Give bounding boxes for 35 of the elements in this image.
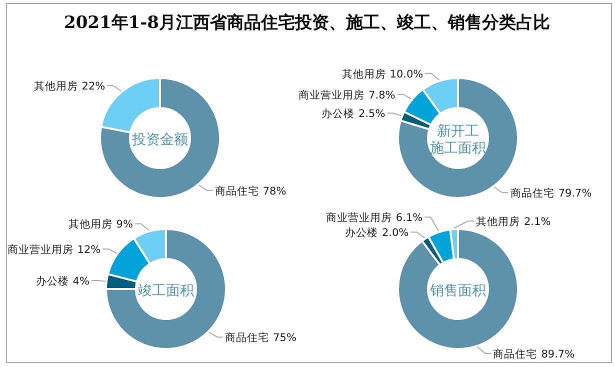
slice-label: 商品住宅 [225, 331, 270, 344]
data-label: 2.1% [524, 216, 551, 228]
slice-label: 商品住宅 [493, 348, 538, 361]
slice-label: 商业营业用房 [7, 243, 74, 256]
data-label: 10.0% [390, 68, 424, 80]
slice-label: 其他用房 [34, 80, 78, 93]
data-label: 4% [72, 275, 90, 288]
text: 新开工施工面积 [430, 124, 486, 156]
data-label: 2.5% [358, 108, 386, 120]
donut-slice [397, 77, 519, 199]
data-label: 6.1% [396, 212, 423, 224]
slice-label: 办公楼 [322, 107, 355, 120]
text: 销售面积 [429, 283, 486, 299]
text: 投资金额 [131, 132, 188, 148]
text: 竣工面积 [138, 283, 194, 299]
data-label: 78% [262, 185, 286, 198]
slice-label: 商品住宅 [510, 186, 554, 200]
donut-slice [105, 228, 227, 350]
data-label: 9% [116, 218, 133, 231]
slice-label: 办公楼 [344, 226, 378, 240]
data-label: 75% [273, 332, 296, 344]
data-label: 12% [77, 244, 101, 256]
slice-label: 其他用房 [68, 218, 112, 231]
slice-label: 办公楼 [36, 274, 69, 288]
data-label: 2.0% [382, 227, 409, 240]
slice-label: 商业营业用房 [298, 88, 365, 102]
data-label: 22% [82, 80, 106, 93]
slice-label: 其他用房 [342, 67, 386, 80]
text: 2021年1-8月江西省商品住宅投资、施工、竣工、销售分类占比 [64, 13, 550, 33]
slice-label: 商品住宅 [214, 184, 259, 198]
data-label: 79.7% [558, 188, 592, 200]
data-label: 7.8% [368, 89, 396, 102]
slice-label: 其他用房 [476, 215, 520, 228]
data-label: 89.7% [541, 348, 575, 361]
slice-label: 商业营业用房 [326, 211, 392, 224]
